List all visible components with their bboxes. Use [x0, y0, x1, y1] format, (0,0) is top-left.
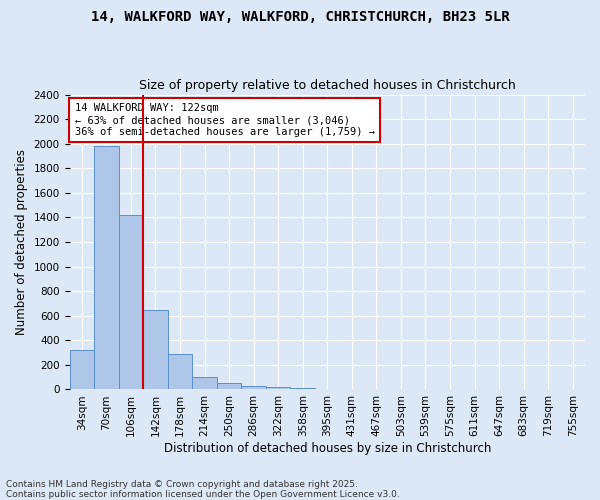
Bar [119, 215, 143, 390]
Bar [315, 389, 340, 390]
Bar [217, 384, 241, 390]
Bar [143, 310, 168, 390]
Text: 14, WALKFORD WAY, WALKFORD, CHRISTCHURCH, BH23 5LR: 14, WALKFORD WAY, WALKFORD, CHRISTCHURCH… [91, 10, 509, 24]
Text: 14 WALKFORD WAY: 122sqm
← 63% of detached houses are smaller (3,046)
36% of semi: 14 WALKFORD WAY: 122sqm ← 63% of detache… [74, 104, 374, 136]
Bar [266, 387, 290, 390]
Y-axis label: Number of detached properties: Number of detached properties [15, 149, 28, 335]
Title: Size of property relative to detached houses in Christchurch: Size of property relative to detached ho… [139, 79, 515, 92]
Bar [192, 376, 217, 390]
Bar [340, 389, 364, 390]
Bar [290, 388, 315, 390]
X-axis label: Distribution of detached houses by size in Christchurch: Distribution of detached houses by size … [164, 442, 491, 455]
Bar [94, 146, 119, 390]
Text: Contains HM Land Registry data © Crown copyright and database right 2025.
Contai: Contains HM Land Registry data © Crown c… [6, 480, 400, 499]
Bar [241, 386, 266, 390]
Bar [168, 354, 192, 390]
Bar [70, 350, 94, 390]
